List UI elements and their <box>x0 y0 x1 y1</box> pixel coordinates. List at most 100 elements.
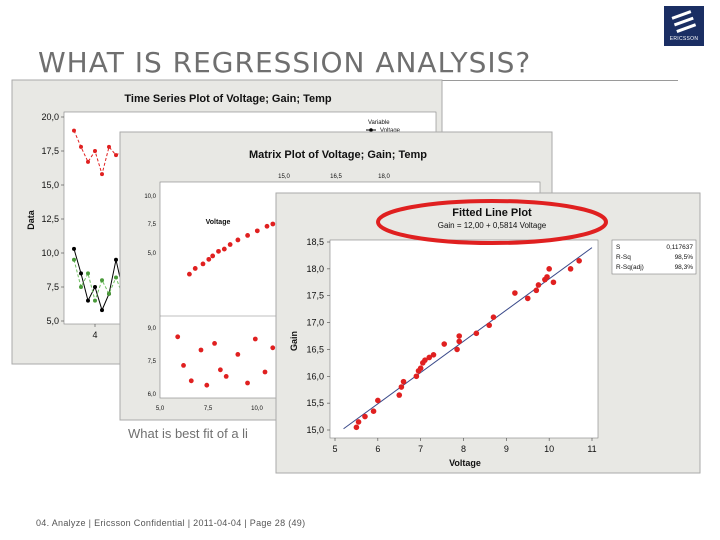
time-series-y-tick-label: 20,0 <box>41 112 59 122</box>
time-series-point <box>93 298 97 303</box>
matrix-left-tick-label: 6,0 <box>148 392 157 398</box>
fitted-point <box>398 384 405 390</box>
fitted-point <box>430 352 437 358</box>
slide-question-text: What is best fit of a li <box>128 426 248 441</box>
matrix-point <box>204 382 210 388</box>
matrix-point <box>264 223 270 229</box>
matrix-point <box>192 266 198 271</box>
time-series-y-tick-label: 17,5 <box>41 146 59 156</box>
matrix-point <box>210 253 216 259</box>
fitted-point <box>576 258 582 264</box>
fitted-line-x-label: Voltage <box>449 458 481 468</box>
slide-title: What is regression analysis? <box>38 46 532 79</box>
fitted-point <box>355 419 362 425</box>
fitted-x-tick-label: 5 <box>332 444 337 454</box>
fitted-y-tick-label: 18,5 <box>306 237 324 247</box>
matrix-bottom-tick-label: 10,0 <box>251 406 263 412</box>
matrix-panel-label: Voltage <box>206 219 231 226</box>
time-series-x-tick-label: 4 <box>92 330 97 340</box>
time-series-point <box>86 298 90 303</box>
matrix-point <box>245 380 250 386</box>
stats-value: 98,5% <box>675 254 694 261</box>
fitted-regression-line <box>343 247 593 430</box>
time-series-y-tick-label: 12,5 <box>41 214 59 224</box>
time-series-point <box>114 275 118 280</box>
matrix-point <box>212 341 217 346</box>
ericsson-logo <box>664 6 704 46</box>
fitted-x-tick-label: 6 <box>375 444 380 454</box>
stats-label: R-Sq <box>616 254 631 261</box>
fitted-point <box>567 266 574 272</box>
matrix-left-tick-label: 7,5 <box>148 359 157 365</box>
fitted-point <box>533 287 540 294</box>
stats-box <box>611 239 697 275</box>
matrix-left-tick-label: 5,0 <box>148 251 157 257</box>
fitted-x-tick-label: 10 <box>544 444 554 454</box>
time-series-point <box>114 257 118 262</box>
matrix-top-tick-label: 18,0 <box>378 174 390 180</box>
fitted-point <box>512 290 518 296</box>
fitted-line-equation: Gain = 12,00 + 0,5814 Voltage <box>438 221 547 230</box>
fitted-x-tick-label: 11 <box>587 444 596 454</box>
time-series-point <box>86 271 90 276</box>
fitted-x-tick-label: 8 <box>461 444 466 454</box>
time-series-legend-title: Variable <box>368 120 390 126</box>
matrix-point <box>200 261 206 267</box>
time-series-point <box>72 128 76 133</box>
time-series-point <box>107 291 111 296</box>
matrix-plot-title: Matrix Plot of Voltage; Gain; Temp <box>249 149 427 161</box>
fitted-point <box>546 266 552 272</box>
fitted-point <box>454 346 460 353</box>
time-series-point <box>72 257 76 262</box>
matrix-point <box>175 334 181 340</box>
matrix-point <box>270 345 276 351</box>
fitted-y-tick-label: 16,0 <box>306 371 324 381</box>
fitted-line-title: Fitted Line Plot <box>452 207 532 219</box>
fitted-point <box>550 279 557 286</box>
time-series-point <box>93 285 97 289</box>
fitted-point <box>456 338 463 345</box>
matrix-point <box>206 256 212 262</box>
time-series-y-tick-label: 15,0 <box>41 180 59 190</box>
stats-value: 98,3% <box>675 264 694 271</box>
matrix-point <box>181 363 186 368</box>
matrix-point <box>223 374 229 379</box>
fitted-point <box>413 373 420 380</box>
fitted-y-tick-label: 17,0 <box>306 318 324 328</box>
fitted-line-y-label: Gain <box>289 331 299 351</box>
time-series-title: Time Series Plot of Voltage; Gain; Temp <box>124 93 331 105</box>
fitted-y-tick-label: 15,5 <box>306 398 324 408</box>
ericsson-logo-icon <box>671 10 697 33</box>
fitted-point <box>524 295 531 302</box>
matrix-point <box>216 248 221 254</box>
matrix-bottom-tick-label: 7,5 <box>204 406 213 412</box>
fitted-point <box>370 408 377 415</box>
fitted-point <box>396 392 403 398</box>
matrix-top-tick-label: 16,5 <box>330 174 342 180</box>
slide-footer: 04. Analyze | Ericsson Confidential | 20… <box>36 518 306 528</box>
time-series-point <box>93 149 97 153</box>
time-series-y-tick-label: 5,0 <box>46 316 59 326</box>
time-series-point <box>107 144 111 149</box>
matrix-point <box>187 271 192 277</box>
time-series-y-label: Data <box>26 209 36 230</box>
time-series-y-tick-label: 10,0 <box>41 248 59 258</box>
fitted-point <box>473 330 480 337</box>
fitted-x-tick-label: 9 <box>504 444 509 454</box>
matrix-top-tick-label: 15,0 <box>278 174 290 180</box>
fitted-point <box>490 314 497 321</box>
fitted-point <box>544 274 550 280</box>
matrix-left-tick-label: 10,0 <box>144 194 156 200</box>
logo-wordmark: ERICSSON <box>669 36 699 42</box>
time-series-point <box>100 172 104 177</box>
fitted-point <box>375 397 381 404</box>
fitted-point <box>353 424 360 431</box>
matrix-left-tick-label: 9,0 <box>148 326 157 332</box>
time-series-point <box>114 153 118 158</box>
legend-swatch-dot <box>369 128 373 132</box>
matrix-point <box>188 378 194 384</box>
time-series-point <box>79 285 83 289</box>
matrix-point <box>235 237 241 243</box>
fitted-point <box>456 333 463 339</box>
